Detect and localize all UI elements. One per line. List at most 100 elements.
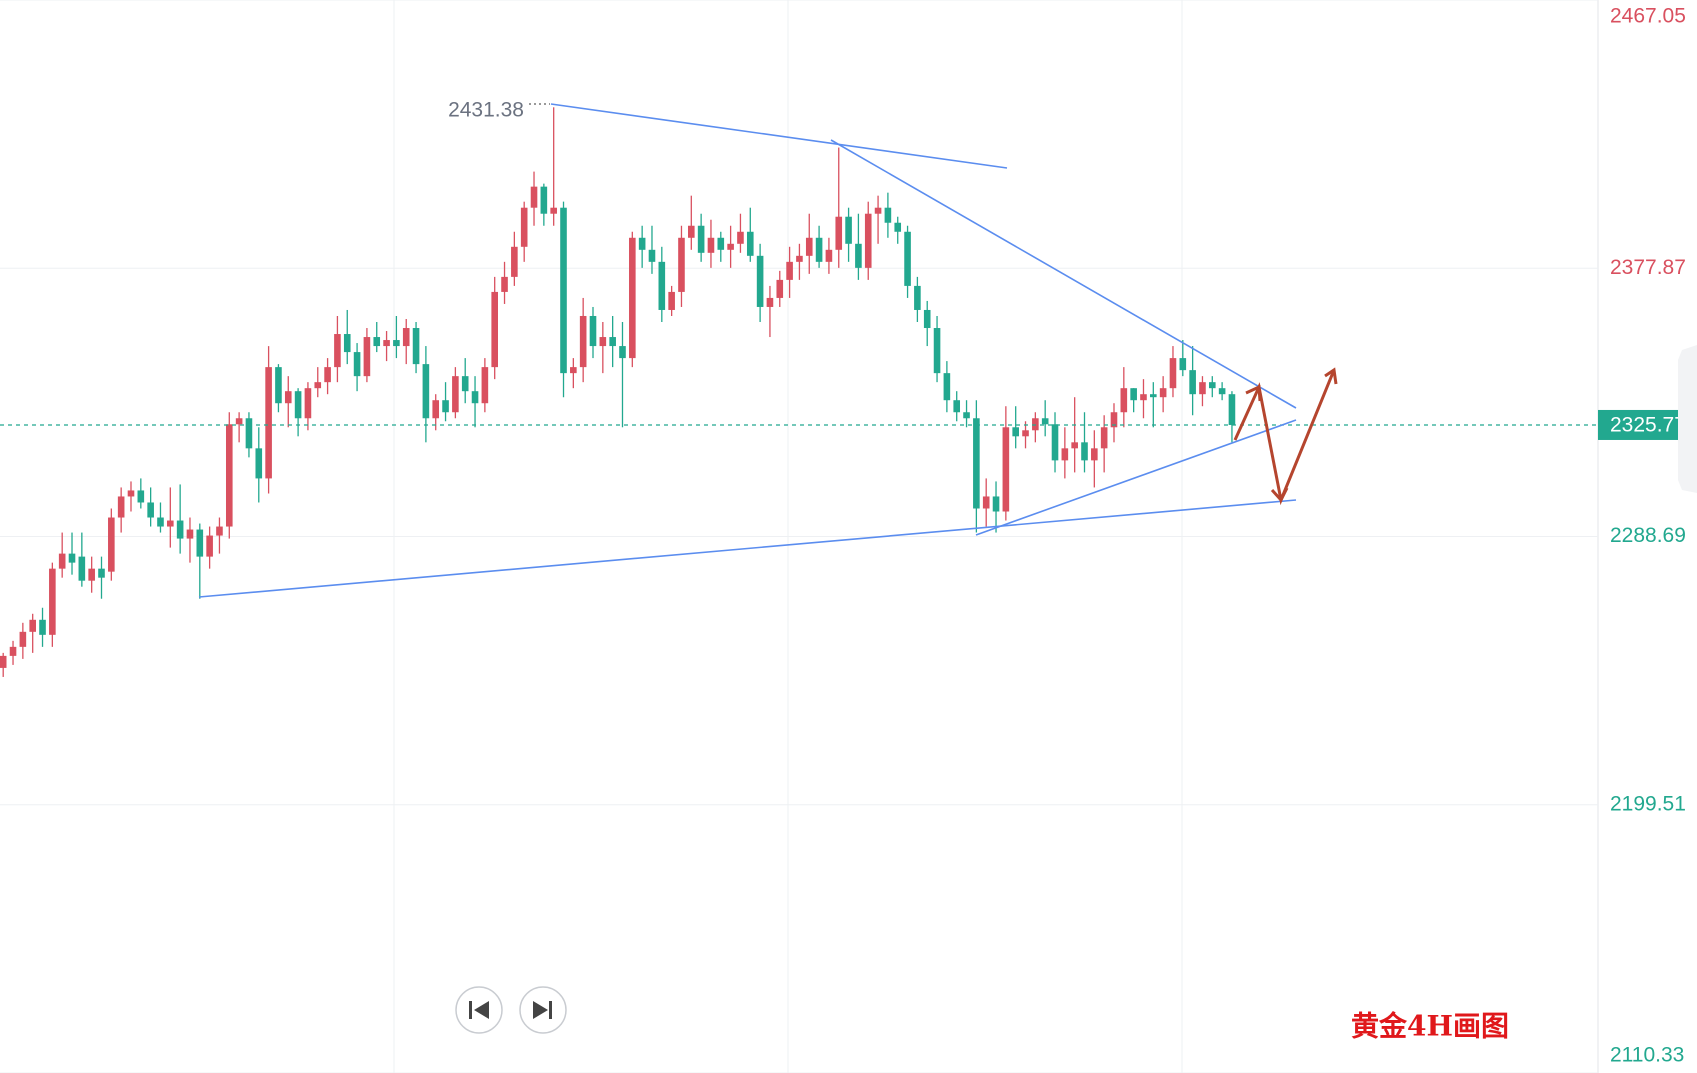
candle-body xyxy=(294,391,302,419)
candle-body xyxy=(334,334,341,368)
labels: 2431.38 xyxy=(448,99,550,122)
candle-body xyxy=(225,424,233,527)
candle-body xyxy=(599,337,607,347)
candle-body xyxy=(363,337,371,377)
candle-body xyxy=(117,496,125,518)
candle-body xyxy=(0,655,7,668)
candle-body xyxy=(167,520,174,527)
candle-body xyxy=(648,249,656,262)
y-tick-label: 2199.51 xyxy=(1610,792,1686,815)
candle-body xyxy=(88,568,95,581)
candle-body xyxy=(1032,418,1039,431)
candle-body xyxy=(442,400,449,413)
prev-button[interactable] xyxy=(455,986,503,1034)
forecast-arrows xyxy=(1233,367,1338,506)
candle-body xyxy=(1228,394,1236,425)
candle-body xyxy=(560,207,567,374)
candle-body xyxy=(314,382,322,389)
candle-body xyxy=(1179,358,1187,371)
trend-line xyxy=(830,139,1297,409)
candle-body xyxy=(717,237,725,250)
candle-body xyxy=(402,328,410,347)
candle-body xyxy=(727,243,734,250)
candle-body xyxy=(29,619,36,632)
candle-body xyxy=(943,373,951,401)
candle-body xyxy=(805,237,813,256)
candle-body xyxy=(707,237,715,253)
candle-body xyxy=(1081,442,1088,461)
candle-body xyxy=(904,231,911,286)
candle-body xyxy=(1100,427,1108,449)
last-price-label: 2325.77 xyxy=(1610,414,1686,437)
candle-body xyxy=(688,225,695,238)
high-label: 2431.38 xyxy=(448,99,524,122)
grid xyxy=(0,0,1598,1073)
candle-body xyxy=(1012,427,1019,437)
candle-body xyxy=(1091,448,1098,461)
arrow-head xyxy=(1270,487,1289,503)
candle-body xyxy=(461,376,469,392)
candle-body xyxy=(953,400,961,413)
candle-body xyxy=(1002,427,1010,512)
candle-body xyxy=(1218,388,1226,395)
candle-body xyxy=(874,207,882,214)
drawings xyxy=(198,103,1297,598)
candle-body xyxy=(304,388,312,419)
chart-title: 黄金4H画图 xyxy=(1351,1010,1509,1043)
candle-body xyxy=(265,367,272,479)
candle-body xyxy=(1189,370,1196,395)
candle-body xyxy=(992,496,1000,512)
candle-body xyxy=(324,367,331,383)
candle-body xyxy=(137,490,145,503)
next-button[interactable] xyxy=(519,986,567,1034)
candle-body xyxy=(383,340,390,347)
candle-body xyxy=(697,225,705,253)
candle-body xyxy=(147,502,154,518)
candle-body xyxy=(412,328,420,365)
candle-body xyxy=(452,376,459,413)
candle-body xyxy=(98,568,105,578)
candle-body xyxy=(658,261,666,310)
candle-body xyxy=(49,568,56,635)
y-axis: 2110.33 2199.51 2288.69 2377.87 2467.05 2325.… xyxy=(1598,5,1697,1067)
candle-body xyxy=(19,631,27,647)
candle-body xyxy=(1051,424,1059,461)
candle-body xyxy=(157,517,164,527)
candle-body xyxy=(196,529,204,557)
candle-body xyxy=(540,186,548,214)
candle-body xyxy=(206,535,213,557)
candle-body xyxy=(9,646,17,656)
candle-body xyxy=(638,237,646,250)
candle-body xyxy=(550,207,557,214)
candle-body xyxy=(245,418,253,449)
arrow-head xyxy=(1324,367,1338,385)
arrow-path xyxy=(1233,369,1336,506)
candle-body xyxy=(776,279,784,298)
candle-body xyxy=(796,255,803,262)
candle-body xyxy=(353,352,361,377)
candle-body xyxy=(511,246,518,277)
candle-body xyxy=(737,231,744,244)
candle-body xyxy=(1169,358,1177,389)
candle-body xyxy=(275,367,282,404)
candle-body xyxy=(393,340,400,347)
candle-body xyxy=(481,367,489,404)
candle-body xyxy=(373,337,381,347)
navigation xyxy=(455,986,567,1034)
candle-body xyxy=(884,207,892,223)
candle-body xyxy=(894,222,902,232)
arrow-head xyxy=(1245,384,1262,402)
candle-body xyxy=(176,520,184,539)
candle-body xyxy=(432,400,440,419)
y-tick-label: 2110.33 xyxy=(1610,1044,1684,1067)
candles xyxy=(0,107,1598,677)
trend-line xyxy=(198,499,1297,598)
side-tab[interactable] xyxy=(1678,345,1697,493)
candle-body xyxy=(855,243,862,268)
candle-body xyxy=(982,496,990,509)
candle-body xyxy=(923,309,931,329)
candle-body xyxy=(58,553,66,569)
candle-body xyxy=(127,490,135,497)
candle-body xyxy=(1199,382,1206,395)
candle-body xyxy=(570,367,577,374)
